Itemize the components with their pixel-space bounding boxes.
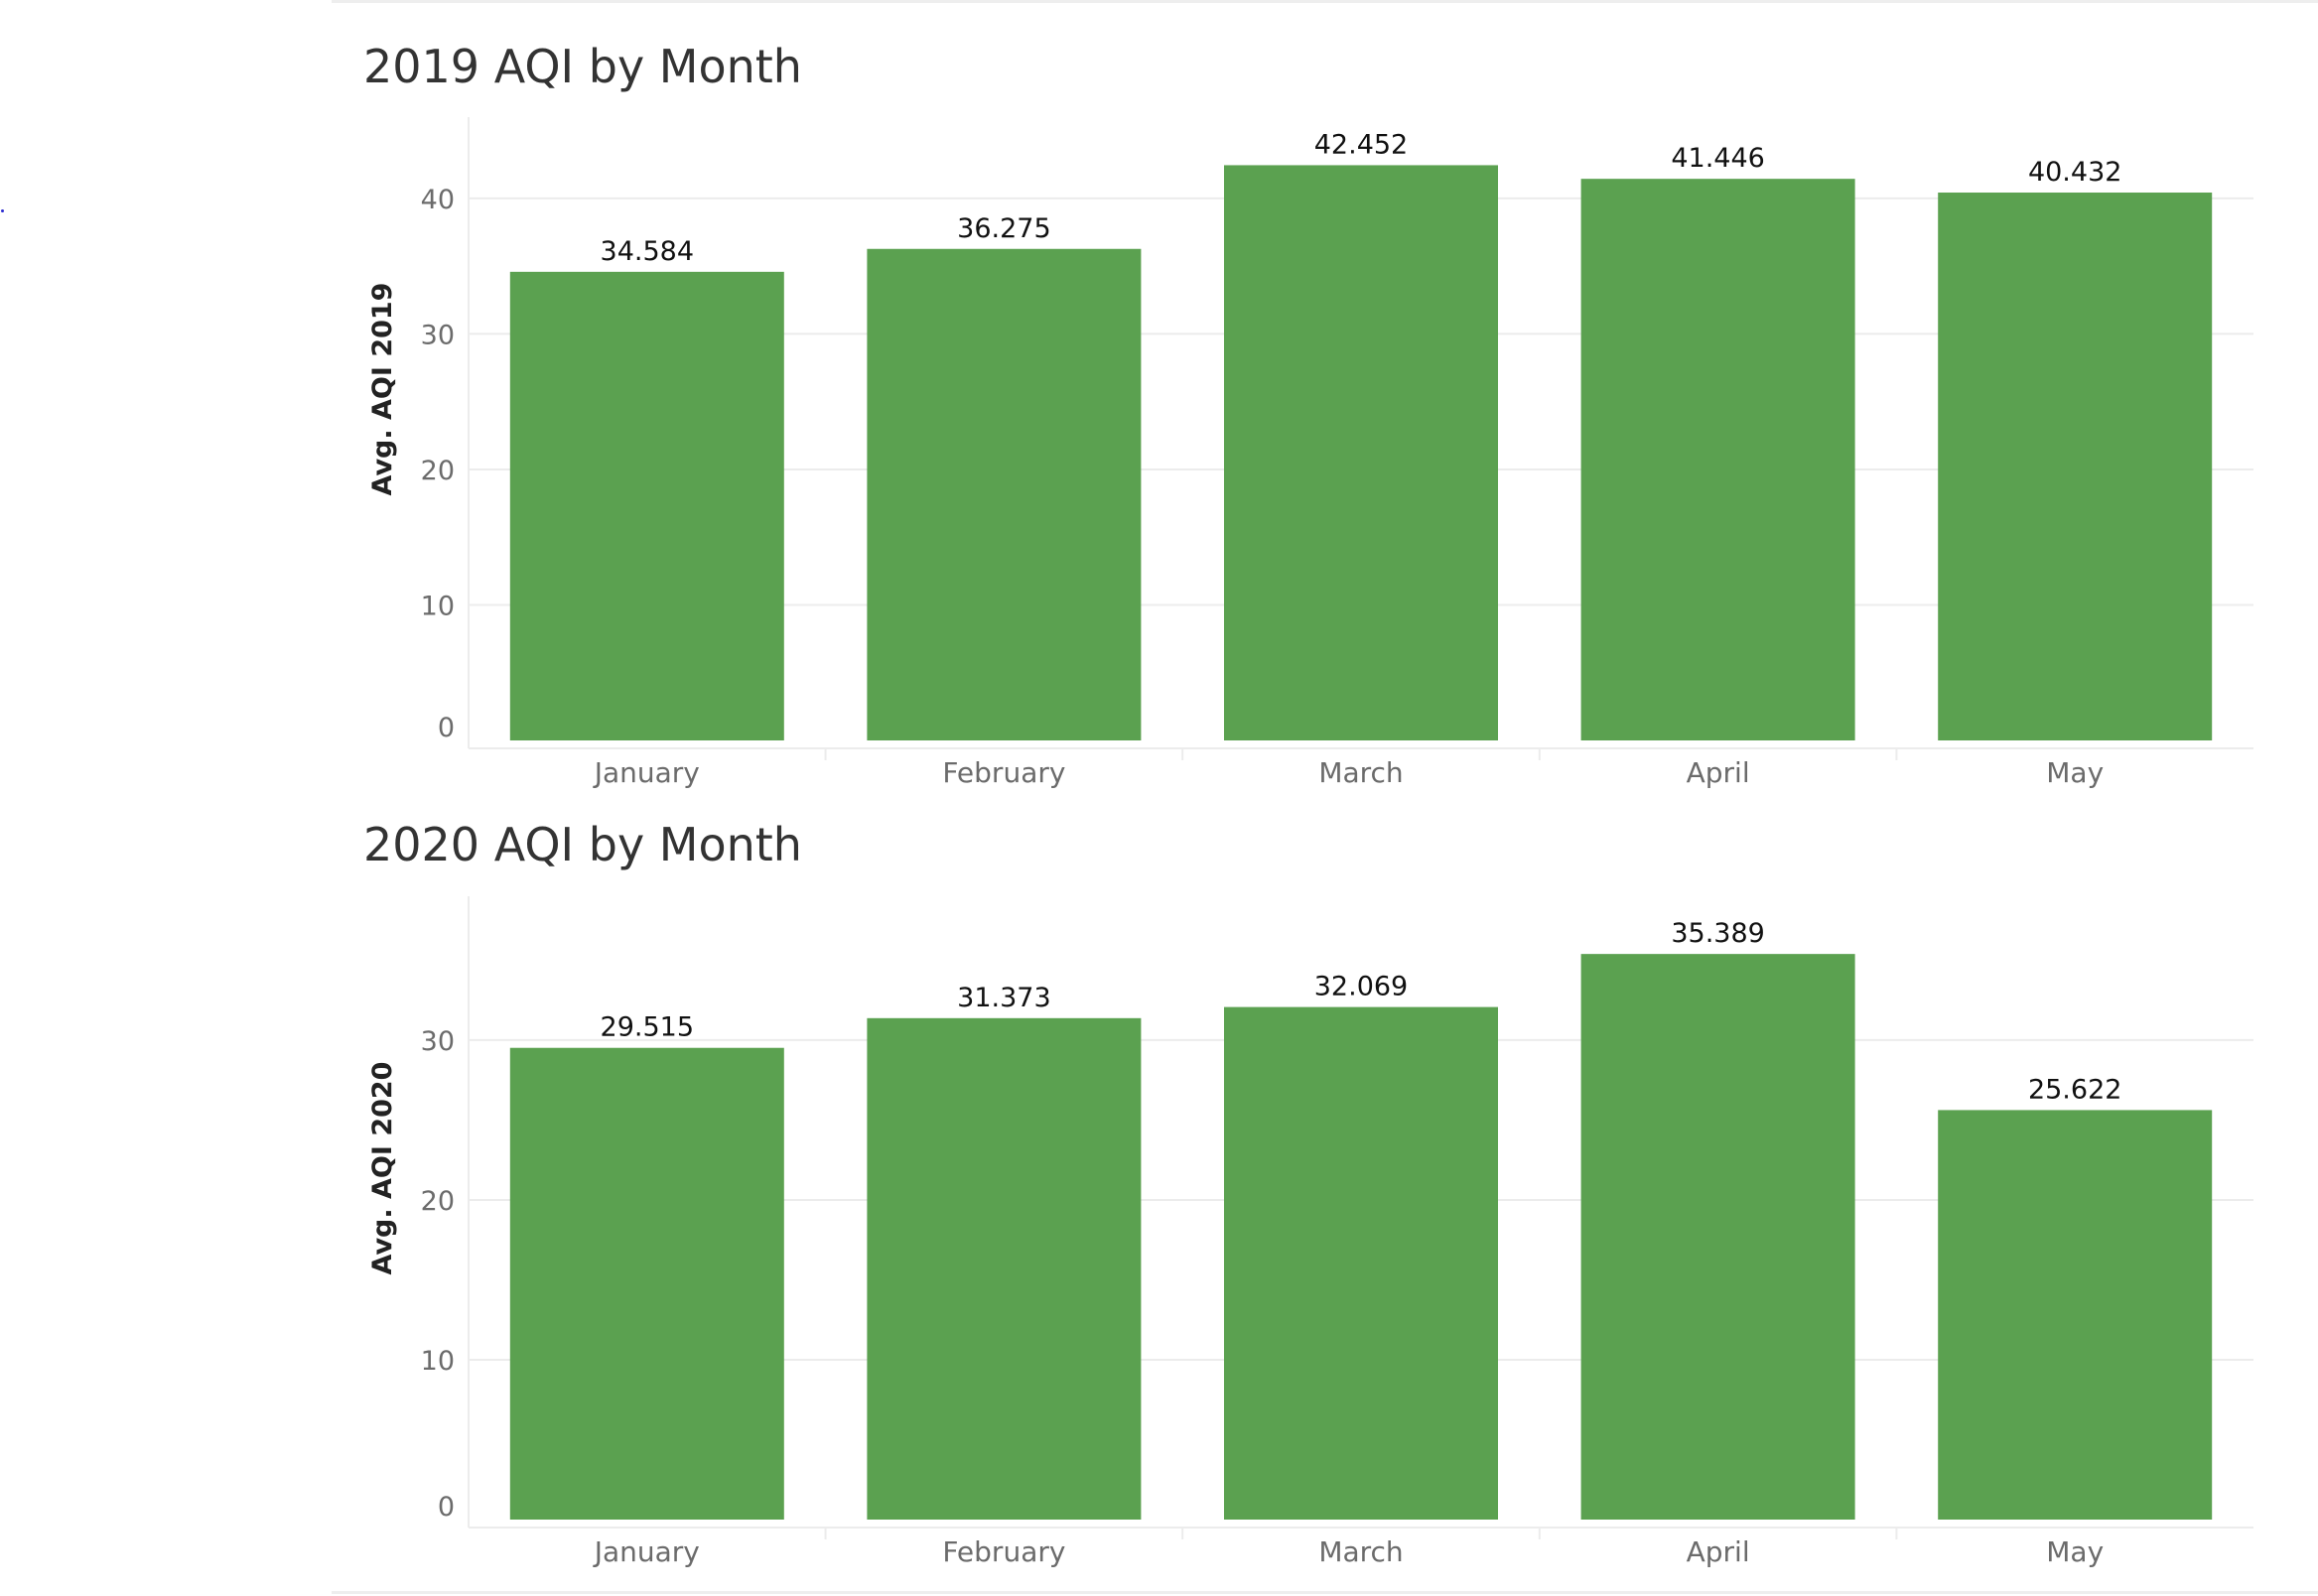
y-axis-title: Avg. AQI 2019 <box>367 283 398 496</box>
bar-2020-february[interactable] <box>867 1017 1142 1520</box>
y-tick-label: 0 <box>438 1492 455 1523</box>
bar-2020-january[interactable] <box>509 1047 784 1520</box>
x-category-label: April <box>1687 1535 1750 1568</box>
y-tick-label: 40 <box>421 185 455 215</box>
data-label: 42.452 <box>1314 129 1408 160</box>
x-category-label: February <box>942 1535 1065 1568</box>
x-category-label: January <box>593 756 700 789</box>
data-label: 34.584 <box>601 236 694 267</box>
y-tick-label: 0 <box>438 713 455 743</box>
y-tick-label: 20 <box>421 1186 455 1217</box>
chart-title-2019: 2019 AQI by Month <box>363 40 802 93</box>
data-label: 35.389 <box>1671 918 1764 949</box>
y-tick-label: 30 <box>421 1026 455 1057</box>
x-category-label: April <box>1687 756 1750 789</box>
bar-2019-may[interactable] <box>1938 193 2213 740</box>
x-category-label: March <box>1318 756 1403 789</box>
y-tick-label: 30 <box>421 320 455 350</box>
bar-2019-february[interactable] <box>867 248 1142 740</box>
data-label: 36.275 <box>957 213 1050 244</box>
x-category-label: February <box>942 756 1065 789</box>
data-label: 31.373 <box>957 983 1050 1013</box>
data-label: 41.446 <box>1671 143 1764 174</box>
bar-2020-march[interactable] <box>1224 1006 1498 1520</box>
y-tick-label: 10 <box>421 591 455 621</box>
data-label: 32.069 <box>1314 972 1408 1002</box>
bar-chart-2019: 0 10 20 30 40 Avg. AQI 2019 34.584 January 36.27… <box>367 117 2253 789</box>
bar-chart-2020: 0 10 20 30 Avg. AQI 2020 29.515 January 31.373 F… <box>367 896 2253 1568</box>
top-border <box>332 0 2318 3</box>
data-label: 25.622 <box>2028 1074 2121 1105</box>
x-category-label: March <box>1318 1535 1403 1568</box>
bottom-border <box>332 1591 2318 1594</box>
bar-2020-april[interactable] <box>1580 954 1855 1520</box>
bar-2019-january[interactable] <box>509 271 784 740</box>
data-label: 40.432 <box>2028 157 2121 188</box>
x-category-label: May <box>2046 1535 2104 1568</box>
x-category-label: January <box>593 1535 700 1568</box>
chart-title-2020: 2020 AQI by Month <box>363 818 802 871</box>
y-tick-label: 20 <box>421 456 455 486</box>
x-category-label: May <box>2046 756 2104 789</box>
bar-2019-april[interactable] <box>1580 179 1855 740</box>
y-axis-title: Avg. AQI 2020 <box>367 1062 398 1275</box>
bar-2019-march[interactable] <box>1224 165 1498 740</box>
data-label: 29.515 <box>601 1012 694 1043</box>
stray-dot <box>1 209 4 212</box>
y-tick-label: 10 <box>421 1346 455 1377</box>
bar-2020-may[interactable] <box>1938 1110 2213 1520</box>
